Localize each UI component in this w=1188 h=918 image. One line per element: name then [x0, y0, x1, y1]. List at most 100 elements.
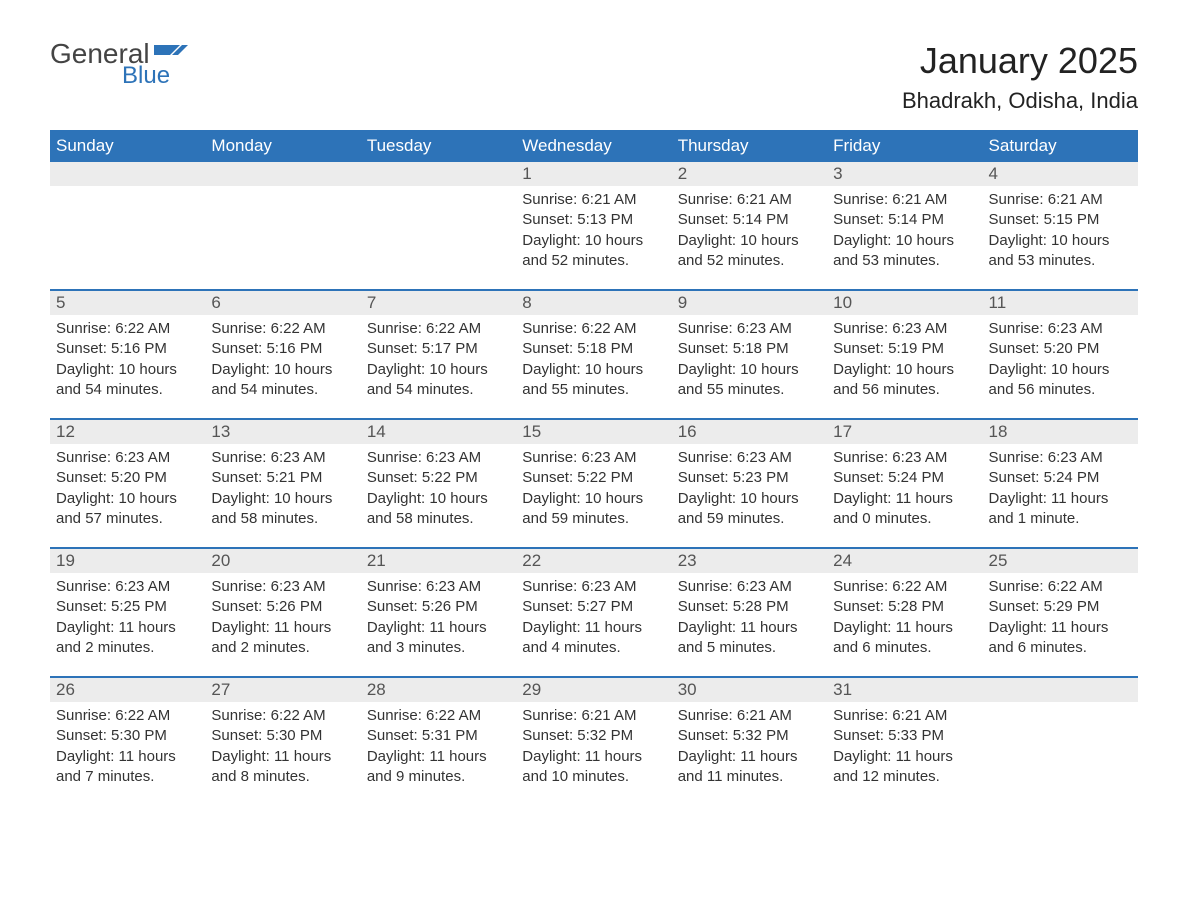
location: Bhadrakh, Odisha, India: [902, 88, 1138, 114]
day-number-cell: 27: [205, 677, 360, 702]
day-number-cell: 3: [827, 162, 982, 186]
sunrise-line: Sunrise: 6:23 AM: [56, 577, 199, 597]
weekday-header: Friday: [827, 130, 982, 162]
day-number-cell: 31: [827, 677, 982, 702]
day-content-cell: Sunrise: 6:23 AMSunset: 5:22 PMDaylight:…: [361, 444, 516, 548]
sunrise-line: Sunrise: 6:23 AM: [522, 448, 665, 468]
sunset-line: Sunset: 5:32 PM: [678, 726, 821, 746]
day-number-cell: 1: [516, 162, 671, 186]
daylight-line: Daylight: 10 hours and 56 minutes.: [833, 360, 976, 401]
daylight-line: Daylight: 11 hours and 6 minutes.: [833, 618, 976, 659]
sunset-line: Sunset: 5:24 PM: [989, 468, 1132, 488]
page-title: January 2025: [902, 40, 1138, 82]
daylight-line: Daylight: 11 hours and 11 minutes.: [678, 747, 821, 788]
sunset-line: Sunset: 5:16 PM: [211, 339, 354, 359]
day-content-cell: Sunrise: 6:21 AMSunset: 5:33 PMDaylight:…: [827, 702, 982, 806]
sunrise-line: Sunrise: 6:23 AM: [833, 319, 976, 339]
day-number-cell: 7: [361, 290, 516, 315]
day-number-cell: 9: [672, 290, 827, 315]
calendar-table: Sunday Monday Tuesday Wednesday Thursday…: [50, 130, 1138, 806]
weekday-header: Saturday: [983, 130, 1138, 162]
daylight-line: Daylight: 10 hours and 54 minutes.: [367, 360, 510, 401]
day-content-cell: Sunrise: 6:22 AMSunset: 5:17 PMDaylight:…: [361, 315, 516, 419]
sunset-line: Sunset: 5:13 PM: [522, 210, 665, 230]
sunrise-line: Sunrise: 6:22 AM: [56, 706, 199, 726]
weekday-header: Monday: [205, 130, 360, 162]
daylight-line: Daylight: 10 hours and 53 minutes.: [989, 231, 1132, 272]
sunset-line: Sunset: 5:26 PM: [211, 597, 354, 617]
day-content-cell: Sunrise: 6:21 AMSunset: 5:15 PMDaylight:…: [983, 186, 1138, 290]
title-block: January 2025 Bhadrakh, Odisha, India: [902, 40, 1138, 124]
weekday-header: Tuesday: [361, 130, 516, 162]
day-content-cell: Sunrise: 6:21 AMSunset: 5:14 PMDaylight:…: [672, 186, 827, 290]
daylight-line: Daylight: 10 hours and 54 minutes.: [211, 360, 354, 401]
day-content-cell: Sunrise: 6:23 AMSunset: 5:21 PMDaylight:…: [205, 444, 360, 548]
day-content-cell: Sunrise: 6:23 AMSunset: 5:27 PMDaylight:…: [516, 573, 671, 677]
sunrise-line: Sunrise: 6:22 AM: [211, 319, 354, 339]
daylight-line: Daylight: 11 hours and 6 minutes.: [989, 618, 1132, 659]
sunset-line: Sunset: 5:31 PM: [367, 726, 510, 746]
sunrise-line: Sunrise: 6:22 AM: [211, 706, 354, 726]
weekday-header: Wednesday: [516, 130, 671, 162]
day-content-cell: Sunrise: 6:22 AMSunset: 5:30 PMDaylight:…: [205, 702, 360, 806]
sunset-line: Sunset: 5:30 PM: [211, 726, 354, 746]
daylight-line: Daylight: 10 hours and 59 minutes.: [522, 489, 665, 530]
sunset-line: Sunset: 5:26 PM: [367, 597, 510, 617]
sunset-line: Sunset: 5:23 PM: [678, 468, 821, 488]
content-row: Sunrise: 6:23 AMSunset: 5:25 PMDaylight:…: [50, 573, 1138, 677]
sunset-line: Sunset: 5:17 PM: [367, 339, 510, 359]
day-number-cell: 12: [50, 419, 205, 444]
sunset-line: Sunset: 5:14 PM: [833, 210, 976, 230]
sunrise-line: Sunrise: 6:23 AM: [989, 448, 1132, 468]
day-content-cell: Sunrise: 6:23 AMSunset: 5:20 PMDaylight:…: [983, 315, 1138, 419]
sunrise-line: Sunrise: 6:21 AM: [989, 190, 1132, 210]
sunset-line: Sunset: 5:22 PM: [367, 468, 510, 488]
daylight-line: Daylight: 10 hours and 56 minutes.: [989, 360, 1132, 401]
daynum-row: 12131415161718: [50, 419, 1138, 444]
day-number-cell: 23: [672, 548, 827, 573]
day-number-cell: 8: [516, 290, 671, 315]
daylight-line: Daylight: 10 hours and 57 minutes.: [56, 489, 199, 530]
sunset-line: Sunset: 5:19 PM: [833, 339, 976, 359]
sunset-line: Sunset: 5:21 PM: [211, 468, 354, 488]
sunset-line: Sunset: 5:25 PM: [56, 597, 199, 617]
daylight-line: Daylight: 11 hours and 2 minutes.: [56, 618, 199, 659]
daylight-line: Daylight: 10 hours and 53 minutes.: [833, 231, 976, 272]
sunrise-line: Sunrise: 6:23 AM: [989, 319, 1132, 339]
logo: General Blue: [50, 40, 188, 88]
day-number-cell: [361, 162, 516, 186]
sunrise-line: Sunrise: 6:23 AM: [678, 448, 821, 468]
daylight-line: Daylight: 11 hours and 5 minutes.: [678, 618, 821, 659]
day-content-cell: Sunrise: 6:23 AMSunset: 5:19 PMDaylight:…: [827, 315, 982, 419]
day-content-cell: [205, 186, 360, 290]
daylight-line: Daylight: 11 hours and 12 minutes.: [833, 747, 976, 788]
sunrise-line: Sunrise: 6:21 AM: [833, 706, 976, 726]
day-content-cell: Sunrise: 6:22 AMSunset: 5:16 PMDaylight:…: [205, 315, 360, 419]
day-content-cell: Sunrise: 6:23 AMSunset: 5:24 PMDaylight:…: [827, 444, 982, 548]
sunset-line: Sunset: 5:20 PM: [989, 339, 1132, 359]
sunset-line: Sunset: 5:29 PM: [989, 597, 1132, 617]
day-number-cell: 6: [205, 290, 360, 315]
content-row: Sunrise: 6:22 AMSunset: 5:16 PMDaylight:…: [50, 315, 1138, 419]
weekday-header: Sunday: [50, 130, 205, 162]
day-number-cell: 30: [672, 677, 827, 702]
sunset-line: Sunset: 5:15 PM: [989, 210, 1132, 230]
daylight-line: Daylight: 10 hours and 55 minutes.: [678, 360, 821, 401]
sunrise-line: Sunrise: 6:23 AM: [522, 577, 665, 597]
daynum-row: 567891011: [50, 290, 1138, 315]
day-content-cell: Sunrise: 6:22 AMSunset: 5:16 PMDaylight:…: [50, 315, 205, 419]
day-content-cell: Sunrise: 6:21 AMSunset: 5:13 PMDaylight:…: [516, 186, 671, 290]
sunrise-line: Sunrise: 6:22 AM: [56, 319, 199, 339]
day-number-cell: 11: [983, 290, 1138, 315]
day-content-cell: Sunrise: 6:23 AMSunset: 5:26 PMDaylight:…: [361, 573, 516, 677]
day-content-cell: Sunrise: 6:23 AMSunset: 5:28 PMDaylight:…: [672, 573, 827, 677]
sunset-line: Sunset: 5:32 PM: [522, 726, 665, 746]
day-content-cell: Sunrise: 6:23 AMSunset: 5:24 PMDaylight:…: [983, 444, 1138, 548]
sunrise-line: Sunrise: 6:22 AM: [833, 577, 976, 597]
day-number-cell: 2: [672, 162, 827, 186]
day-number-cell: 20: [205, 548, 360, 573]
sunrise-line: Sunrise: 6:22 AM: [522, 319, 665, 339]
sunrise-line: Sunrise: 6:23 AM: [833, 448, 976, 468]
daylight-line: Daylight: 10 hours and 59 minutes.: [678, 489, 821, 530]
day-content-cell: Sunrise: 6:22 AMSunset: 5:31 PMDaylight:…: [361, 702, 516, 806]
